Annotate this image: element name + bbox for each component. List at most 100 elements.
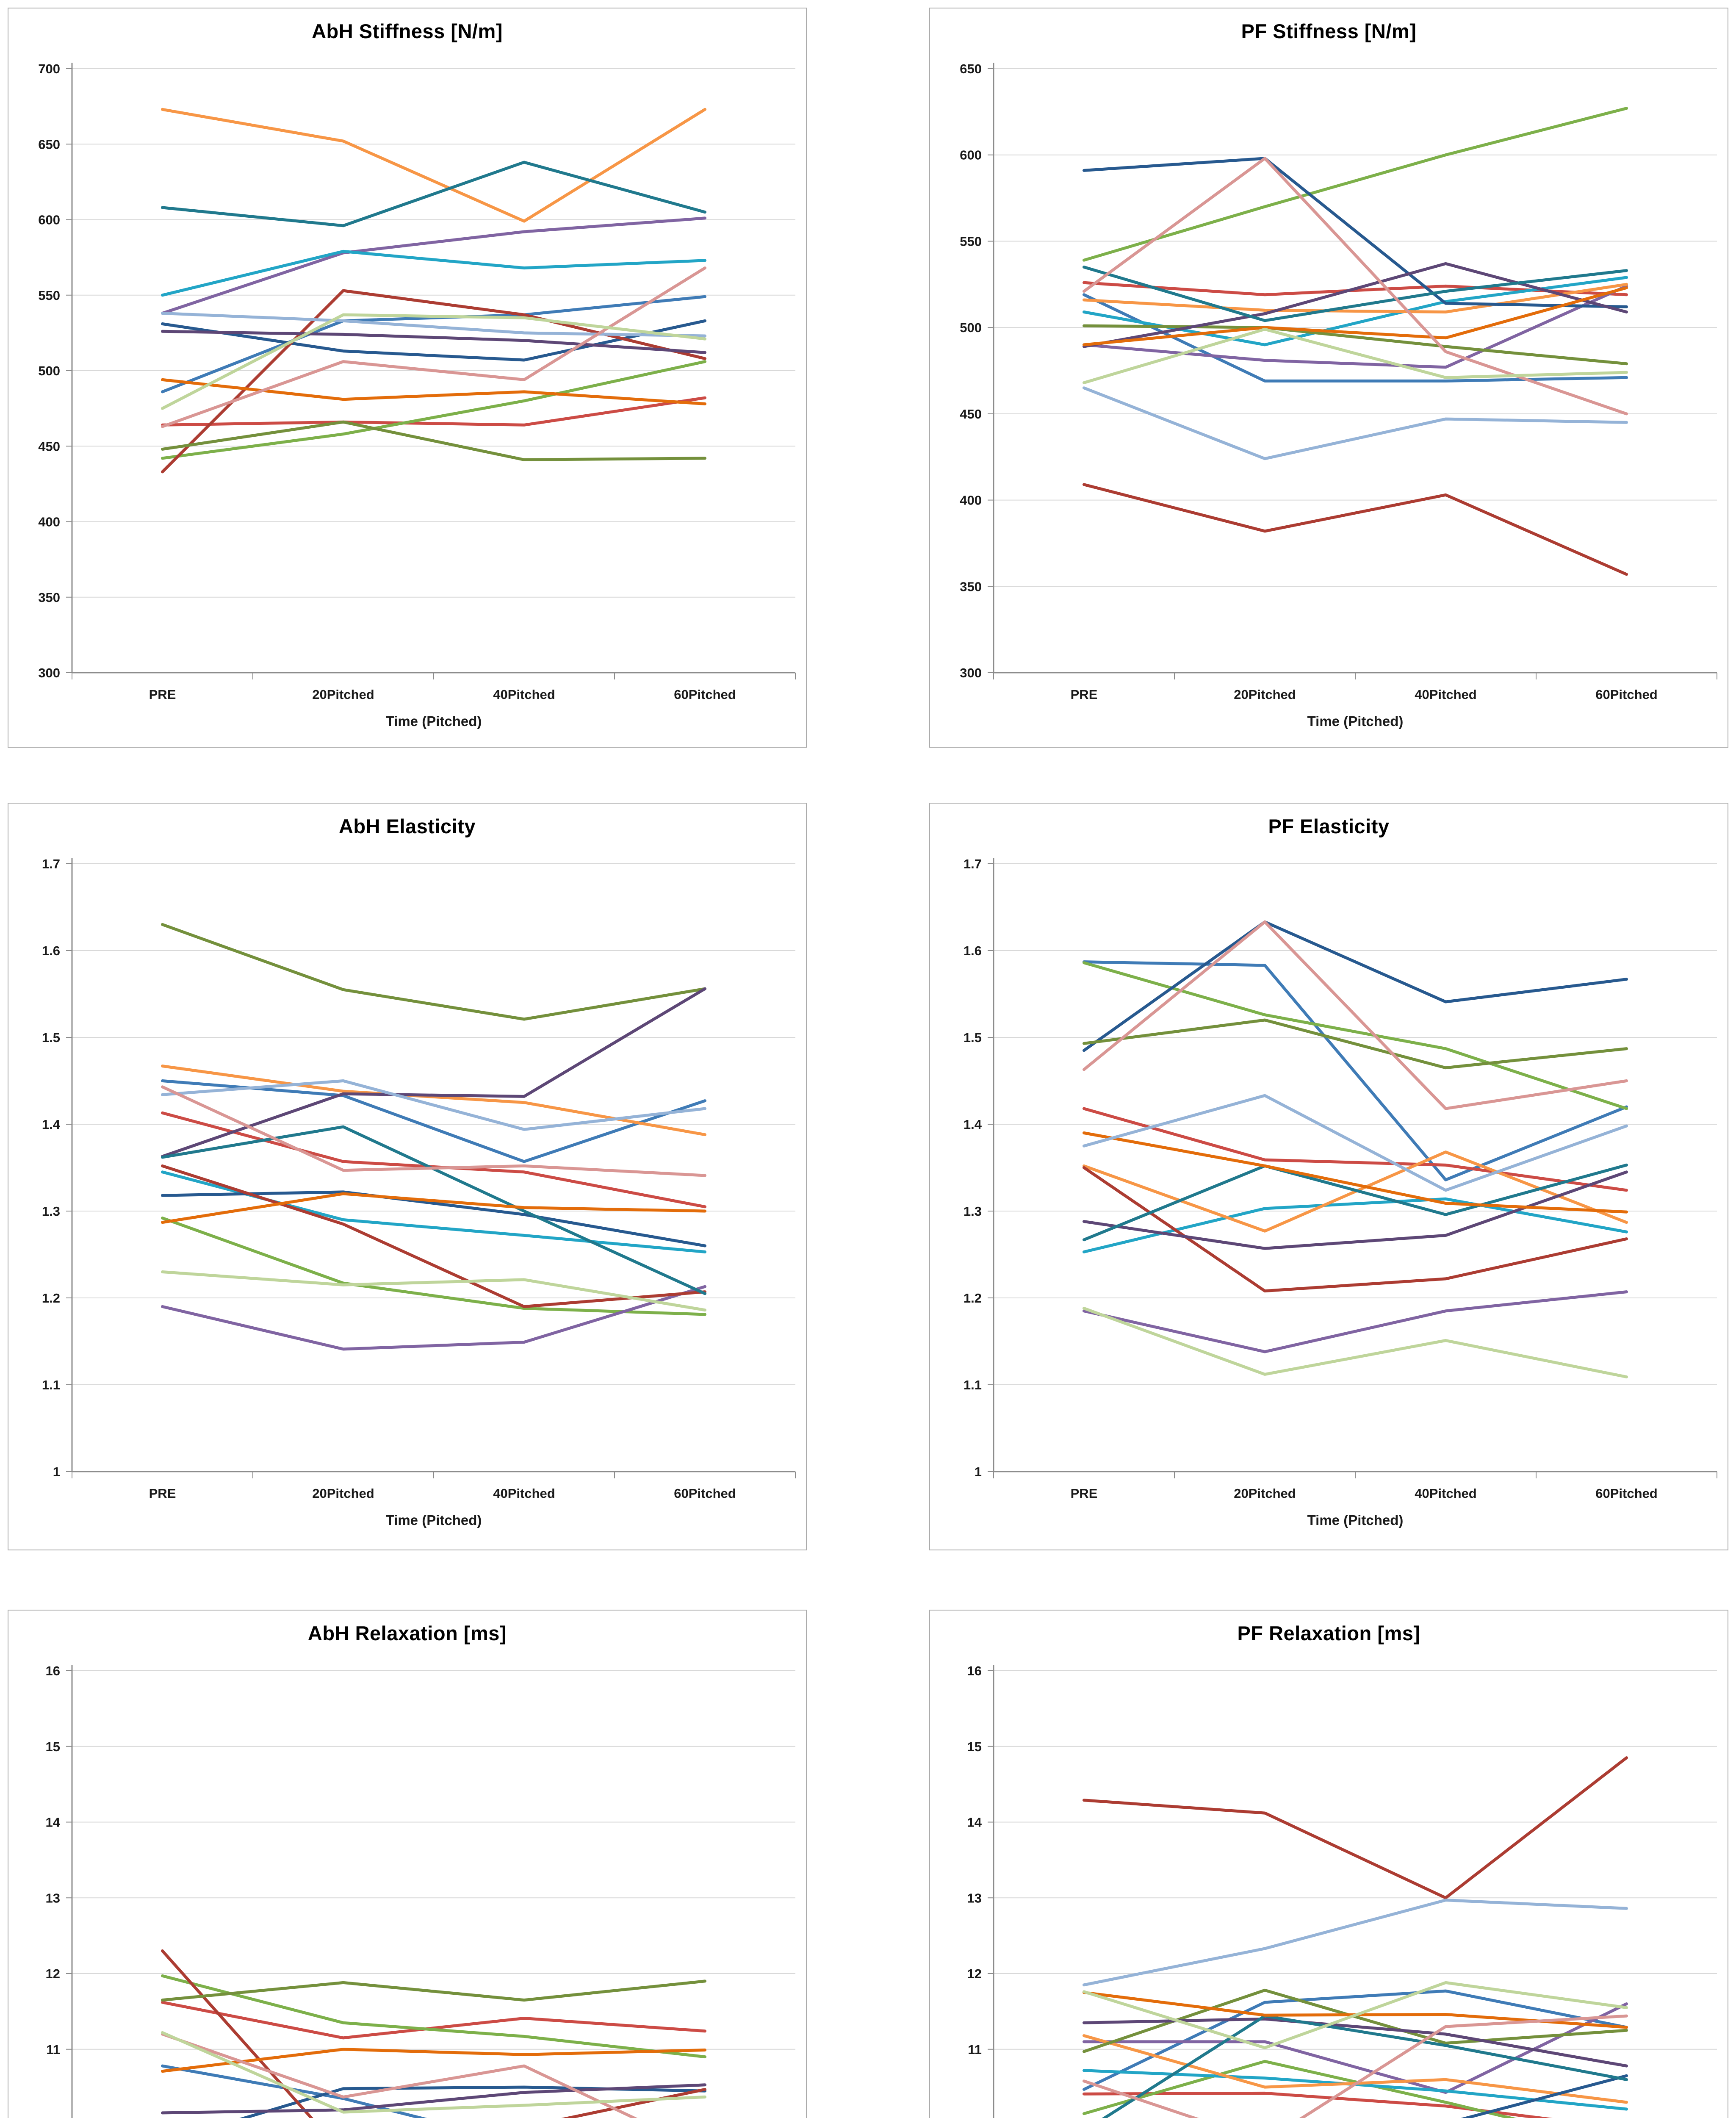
series-line-subject-orange <box>1083 283 1628 313</box>
x-category-label: PRE <box>149 687 176 702</box>
series-line-subject-darkpurple <box>1083 262 1628 348</box>
series-line-subject-navy <box>1083 920 1628 1052</box>
x-category-label: 60Pitched <box>674 1486 736 1501</box>
series-line-subject-darkorange <box>1083 286 1628 347</box>
x-category-label: 40Pitched <box>1415 1486 1476 1501</box>
y-tick-label: 1.5 <box>964 1030 982 1045</box>
y-axis-labels: 1.7 1.6 1.5 1.4 1.3 1.2 1.1 1 <box>42 857 61 1479</box>
series-lines <box>1083 1756 1628 2118</box>
x-axis-labels: PRE 20Pitched 40Pitched 60Pitched Time (Pitc… <box>149 687 736 729</box>
series-line-subject-green <box>1083 961 1628 1110</box>
series-line-subject-blue <box>1083 1989 1628 2091</box>
y-axis-labels: 1615141312111098 <box>967 1663 982 2118</box>
y-tick-label: 1.3 <box>964 1204 982 1219</box>
series-line-subject-lightgreen <box>161 2031 706 2114</box>
series-line-subject-darkteal <box>161 161 706 227</box>
y-tick-label: 1.1 <box>964 1378 982 1392</box>
y-tick-label: 450 <box>38 439 60 454</box>
x-category-label: 20Pitched <box>1234 1486 1296 1501</box>
series-line-subject-darkred <box>1083 483 1628 576</box>
series-line-subject-navy <box>161 319 706 362</box>
y-tick-label: 600 <box>960 148 982 163</box>
series-line-subject-navy <box>1460 2074 1628 2118</box>
series-line-subject-darkorange <box>161 2048 706 2073</box>
gridlines <box>988 1670 1717 2050</box>
y-tick-label: 350 <box>38 590 60 605</box>
series-line-subject-red <box>161 2001 706 2040</box>
chart-plot-abh-relaxation: 1615141312111098PRE20Pitched40Pitched60P… <box>46 1663 795 2118</box>
y-tick-label: 1.4 <box>42 1117 61 1132</box>
series-line-subject-darkteal <box>1083 266 1628 322</box>
series-lines <box>161 923 706 1351</box>
y-tick-label: 1.2 <box>964 1291 982 1306</box>
chart-panel-abh-elasticity: AbH Elasticity 1.7 1.6 1.5 1.4 1.3 1.2 1.1 1 PRE 2… <box>8 803 807 1550</box>
gridlines <box>66 68 795 673</box>
x-category-label: PRE <box>1071 687 1098 702</box>
chart-panel-pf-relaxation: PF Relaxation [ms]1615141312111098PRE20P… <box>929 1610 1728 2118</box>
x-axis-labels: PRE 20Pitched 40Pitched 60Pitched Time (Pitc… <box>1071 687 1658 729</box>
y-tick-label: 500 <box>960 320 982 335</box>
series-line-subject-olive <box>161 1979 706 2002</box>
series-line-subject-blue <box>1083 293 1628 383</box>
y-tick-label: 300 <box>960 665 982 680</box>
series-line-subject-darkorange <box>1083 1131 1628 1214</box>
y-tick-label: 15 <box>46 1739 60 1754</box>
y-tick-label: 400 <box>960 493 982 508</box>
x-category-label: 60Pitched <box>1595 687 1657 702</box>
chart-plot-abh-elasticity: 1.7 1.6 1.5 1.4 1.3 1.2 1.1 1 PRE 20Pitched 40Pitc… <box>42 857 796 1528</box>
x-category-label: 40Pitched <box>493 1486 555 1501</box>
x-axis-labels: PRE 20Pitched 40Pitched 60Pitched Time (Pitc… <box>149 1486 736 1528</box>
chart-title-pf-elasticity: PF Elasticity <box>1268 815 1390 837</box>
chart-title-abh-elasticity: AbH Elasticity <box>338 815 476 837</box>
series-line-subject-lightblue <box>1083 1899 1628 1987</box>
series-line-subject-cyan <box>161 250 706 297</box>
chart-title-abh-relaxation: AbH Relaxation [ms] <box>307 1622 507 1644</box>
x-category-label: 20Pitched <box>312 1486 374 1501</box>
y-tick-label: 15 <box>967 1739 982 1754</box>
series-line-subject-darkorange <box>161 378 706 405</box>
series-line-subject-green <box>161 1216 706 1316</box>
y-tick-label: 550 <box>38 288 60 303</box>
series-line-subject-green <box>161 360 706 460</box>
series-line-subject-darkpurple <box>1083 1170 1628 1250</box>
x-category-label: 40Pitched <box>493 687 555 702</box>
series-line-subject-lightblue <box>1083 386 1628 460</box>
x-axis-title: Time (Pitched) <box>1307 1512 1404 1528</box>
chart-plot-pf-relaxation: 1615141312111098PRE20Pitched40Pitched60P… <box>967 1663 1717 2118</box>
x-axis-title: Time (Pitched) <box>1307 713 1404 729</box>
series-line-subject-orange <box>161 108 706 223</box>
series-line-subject-purple <box>1083 2002 1628 2094</box>
y-axis-labels: 1.7 1.6 1.5 1.4 1.3 1.2 1.1 1 <box>964 857 982 1479</box>
x-axis-title: Time (Pitched) <box>386 1512 482 1528</box>
series-lines <box>1083 920 1628 1378</box>
x-axis-title: Time (Pitched) <box>386 713 482 729</box>
axes <box>993 858 1717 1478</box>
y-tick-label: 1.1 <box>42 1378 60 1392</box>
gridlines <box>988 68 1717 673</box>
series-line-subject-darkteal <box>1102 2014 1628 2118</box>
series-line-subject-green <box>1083 107 1628 262</box>
series-line-subject-green <box>1083 2060 1517 2118</box>
y-tick-label: 13 <box>967 1891 982 1905</box>
series-line-subject-red <box>1083 1107 1628 1192</box>
y-tick-label: 11 <box>968 2042 982 2057</box>
series-line-subject-purple <box>161 1285 706 1351</box>
series-line-subject-pink <box>161 1085 706 1177</box>
series-line-subject-lightgreen <box>161 313 706 410</box>
y-tick-label: 1.5 <box>42 1030 60 1045</box>
x-category-label: 60Pitched <box>1595 1486 1657 1501</box>
series-line-subject-darkpurple <box>161 330 706 354</box>
chart-title-pf-stiffness: PF Stiffness [N/m] <box>1241 20 1417 42</box>
y-tick-label: 16 <box>46 1663 60 1678</box>
series-line-subject-purple <box>1083 284 1628 369</box>
series-line-subject-pink <box>1083 2014 1628 2118</box>
y-tick-label: 550 <box>960 234 982 249</box>
series-line-subject-darkorange <box>161 1192 706 1224</box>
x-category-label: PRE <box>149 1486 176 1501</box>
axes <box>993 1665 994 2118</box>
chart-panel-abh-relaxation: AbH Relaxation [ms]1615141312111098PRE20… <box>8 1610 807 2118</box>
series-lines <box>161 1949 706 2118</box>
chart-plot-abh-stiffness: 700 650 600 550 500 450 400 350 300 PRE 20Pitched 4… <box>38 61 796 729</box>
y-tick-label: 1 <box>53 1464 60 1479</box>
